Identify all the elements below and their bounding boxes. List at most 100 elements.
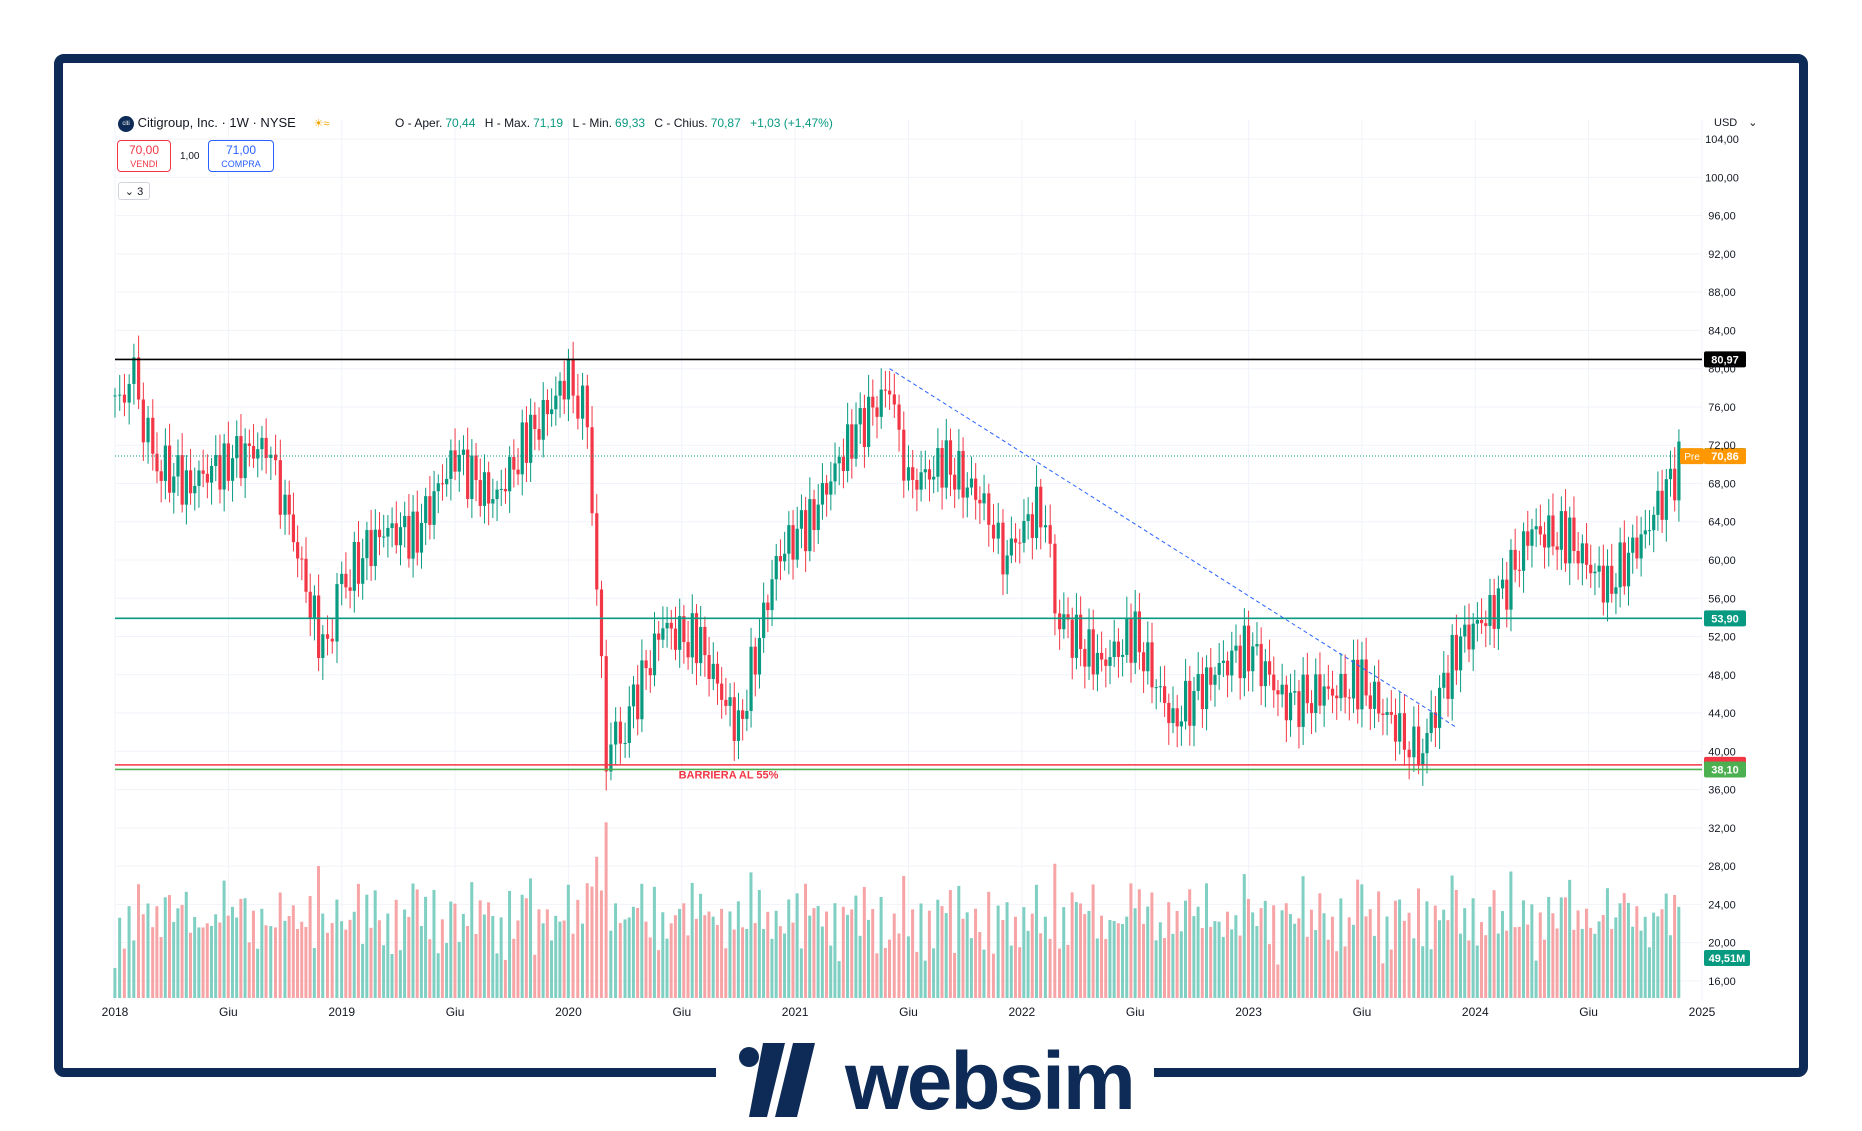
volume-bar [1255,925,1259,998]
volume-bar [1048,938,1052,998]
volume-bar [1433,905,1437,998]
volume-bar [724,948,728,998]
volume-bar [1614,917,1618,998]
volume-bar [278,892,282,998]
volume-bar [424,896,428,998]
volume-bar [965,912,969,998]
buy-button[interactable]: 71,00 COMPRA [208,140,274,172]
volume-bar [1133,908,1137,998]
volume-bar [529,878,533,998]
candle-body [1407,749,1411,758]
candle-body [1108,657,1112,666]
candle-body [1116,641,1121,657]
candle-body [1505,579,1509,610]
candle-body [1022,520,1026,543]
volume-bar [312,947,316,998]
volume-bar [1158,922,1162,998]
volume-bar [330,923,334,998]
y-tick-label: 84,00 [1708,325,1736,337]
candle-body [474,455,478,481]
volume-bar [1204,883,1208,998]
volume-bar [1276,964,1280,998]
volume-bar [321,913,325,998]
volume-bar [892,913,896,998]
volume-bar [251,910,255,998]
volume-bar [648,937,652,998]
volume-bar [640,883,644,998]
candle-body [1305,674,1309,704]
volume-bar [348,919,352,998]
volume-bar [1398,899,1402,998]
candle-body [1259,644,1263,687]
indicators-toggle[interactable]: ⌄ 3 [118,182,150,200]
volume-bar [987,891,991,998]
candle-body [850,424,854,459]
volume-bar [1039,933,1043,998]
candle-body [1664,479,1668,520]
candle-body [595,513,599,590]
volume-bar [804,883,808,998]
candle-body [673,628,678,650]
volume-bar [1597,921,1601,998]
volume-bar [791,922,795,998]
volume-bar [816,905,820,998]
candle-body [1471,623,1475,650]
volume-bar [1521,900,1525,998]
candle-body [1339,673,1343,699]
y-tick-label: 20,00 [1708,938,1736,950]
volume-bar [682,903,686,998]
candle-body [1301,674,1305,727]
candle-body [172,476,176,493]
volume-bar [944,913,948,998]
candle-body [445,478,449,485]
candle-body [457,454,461,472]
volume-bar [927,910,931,998]
candle-body [996,522,1000,539]
candle-body [1509,549,1513,610]
volume-bar [875,953,879,998]
volume-bar [1610,929,1614,998]
volume-bar [1559,897,1563,998]
volume-bar [1043,916,1047,998]
volume-bar [1647,947,1651,998]
indicators-count: 3 [137,186,144,198]
volume-bar [846,914,850,998]
volume-bar [1673,894,1677,998]
pre-price-box [1704,448,1746,465]
volume-bar [386,913,390,998]
candle-body [799,510,804,529]
candle-body [1605,565,1610,603]
candle-body [1062,614,1066,630]
volume-bar [991,953,995,998]
sell-button[interactable]: 70,00 VENDI [117,140,171,172]
volume-bar [736,901,740,998]
volume-bar [508,890,512,998]
volume-bar [1517,926,1521,998]
candle-body [1167,702,1171,724]
volume-bar [1412,938,1416,998]
volume-bar [205,923,209,998]
candle-body [1425,733,1429,754]
candle-body [1412,726,1416,758]
volume-bar [906,936,910,998]
volume-bar [403,909,407,998]
candle-body [1360,659,1364,710]
volume-bar [1167,902,1171,998]
volume-bar [867,919,871,998]
candle-body [562,380,566,400]
volume-bar [1083,914,1087,998]
candle-body [1013,538,1018,543]
volume-bar [184,891,188,998]
candle-body [159,471,163,481]
volume-bar [961,918,965,998]
candle-body [770,579,774,611]
symbol-title[interactable]: Citigroup, Inc. · 1W · NYSE [137,115,296,130]
volume-bar [862,886,866,998]
candle-body [961,450,965,498]
currency-select[interactable]: USD ⌄ [1714,116,1758,129]
volume-bar [618,923,622,998]
candle-body [614,721,618,745]
candle-body [948,440,953,475]
volume-bar [1129,883,1133,998]
